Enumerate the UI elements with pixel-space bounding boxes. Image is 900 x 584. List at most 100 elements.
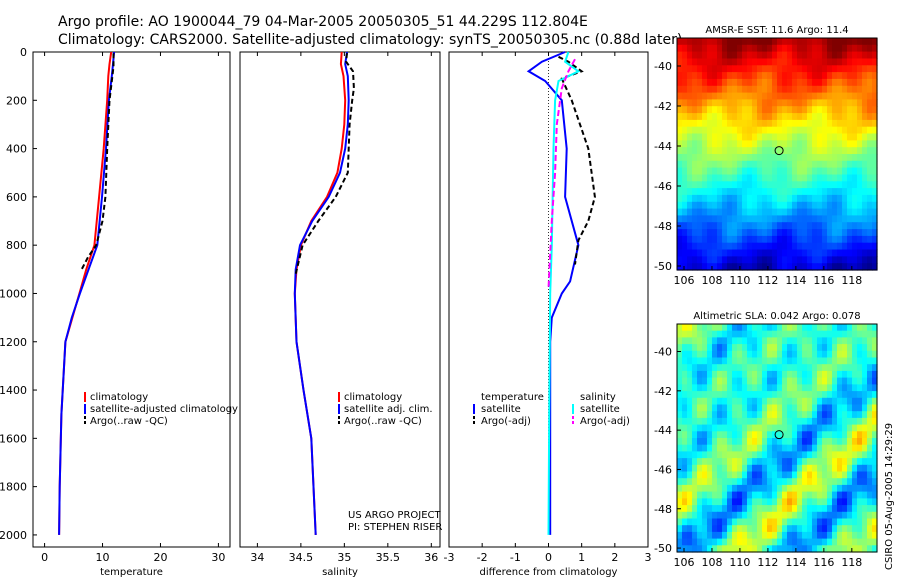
heatmap-cell — [732, 370, 738, 379]
heatmap-cell — [862, 344, 868, 352]
heatmap-cell — [717, 215, 723, 223]
heatmap-cell — [807, 38, 813, 46]
heatmap-cell — [852, 344, 858, 352]
heatmap-cell — [782, 424, 788, 432]
heatmap-cell — [867, 140, 873, 148]
heatmap-cell — [737, 147, 743, 155]
heatmap-cell — [867, 404, 873, 412]
heatmap-cell — [847, 417, 853, 426]
heatmap-cell — [867, 377, 873, 385]
heatmap-cell — [812, 438, 818, 446]
heatmap-cell — [822, 471, 828, 479]
heatmap-cell — [867, 229, 873, 237]
heatmap-cell — [822, 194, 828, 203]
heatmap-cell — [742, 78, 748, 87]
heatmap-cell — [772, 357, 778, 365]
heatmap-cell — [757, 160, 763, 169]
heatmap-cell — [797, 518, 803, 526]
heatmap-cell — [872, 330, 878, 338]
heatmap-cell — [777, 350, 783, 359]
heatmap-cell — [782, 370, 788, 379]
heatmap-cell — [792, 99, 798, 107]
heatmap-cell — [872, 451, 878, 459]
heatmap-cell — [757, 44, 763, 53]
heatmap-cell — [847, 511, 853, 520]
heatmap-cell — [752, 181, 758, 189]
heatmap-cell — [697, 491, 703, 499]
heatmap-cell — [817, 344, 823, 352]
heatmap-cell — [767, 484, 773, 493]
heatmap-cell — [752, 174, 758, 182]
heatmap-cell — [862, 249, 868, 257]
heatmap-cell — [812, 545, 818, 553]
y-tick-label: 2000 — [0, 529, 27, 542]
heatmap-cell — [687, 505, 693, 513]
heatmap-cell — [732, 444, 738, 452]
heatmap-cell — [717, 72, 723, 80]
heatmap-cell — [772, 525, 778, 533]
heatmap-cell — [872, 147, 878, 155]
heatmap-cell — [687, 78, 693, 87]
heatmap-cell — [807, 85, 813, 94]
heatmap-cell — [812, 65, 818, 73]
heatmap-cell — [682, 384, 688, 392]
heatmap-cell — [762, 72, 768, 80]
heatmap-cell — [767, 181, 773, 189]
heatmap-cell — [787, 438, 793, 446]
heatmap-cell — [772, 106, 778, 114]
heatmap-cell — [832, 119, 838, 128]
heatmap-cell — [692, 357, 698, 365]
heatmap-cell — [752, 242, 758, 251]
heatmap-cell — [717, 38, 723, 46]
heatmap-cell — [687, 545, 693, 553]
y-tick-label: 1200 — [0, 336, 27, 349]
heatmap-cell — [782, 119, 788, 128]
heatmap-cell — [697, 498, 703, 506]
heatmap-cell — [692, 531, 698, 540]
heatmap-cell — [717, 431, 723, 439]
heatmap-cell — [862, 154, 868, 162]
heatmap-cell — [712, 464, 718, 473]
heatmap-cell — [797, 222, 803, 230]
heatmap-cell — [762, 154, 768, 162]
heatmap-cell — [852, 505, 858, 513]
heatmap-cell — [817, 222, 823, 230]
heatmap-cell — [727, 538, 733, 546]
heatmap-cell — [737, 154, 743, 162]
heatmap-cell — [722, 133, 728, 141]
heatmap-cell — [717, 263, 723, 271]
heatmap-cell — [812, 44, 818, 53]
heatmap-cell — [807, 229, 813, 237]
heatmap-cell — [677, 133, 683, 141]
heatmap-cell — [747, 464, 753, 473]
heatmap-cell — [687, 113, 693, 121]
legend-entry: Argo(-adj) — [580, 416, 630, 427]
heatmap-cell — [827, 344, 833, 352]
heatmap-cell — [797, 324, 803, 332]
y-tick-label: -40 — [654, 60, 672, 73]
heatmap-cell — [692, 538, 698, 546]
heatmap-cell — [742, 471, 748, 479]
heatmap-cell — [722, 391, 728, 399]
heatmap-cell — [867, 458, 873, 466]
heatmap-cell — [747, 119, 753, 128]
heatmap-cell — [707, 491, 713, 499]
heatmap-cell — [812, 431, 818, 439]
heatmap-cell — [732, 451, 738, 459]
heatmap-cell — [817, 174, 823, 182]
heatmap-cell — [817, 350, 823, 359]
heatmap-cell — [722, 505, 728, 513]
heatmap-cell — [837, 174, 843, 182]
heatmap-cell — [722, 384, 728, 392]
heatmap-cell — [727, 201, 733, 210]
heatmap-cell — [787, 431, 793, 439]
heatmap-cell — [782, 99, 788, 107]
heatmap-cell — [842, 51, 848, 59]
heatmap-cell — [792, 350, 798, 359]
heatmap-cell — [777, 370, 783, 379]
heatmap-cell — [677, 215, 683, 223]
heatmap-cell — [842, 133, 848, 141]
heatmap-cell — [817, 411, 823, 419]
heatmap-cell — [847, 106, 853, 114]
heatmap-cell — [727, 417, 733, 426]
